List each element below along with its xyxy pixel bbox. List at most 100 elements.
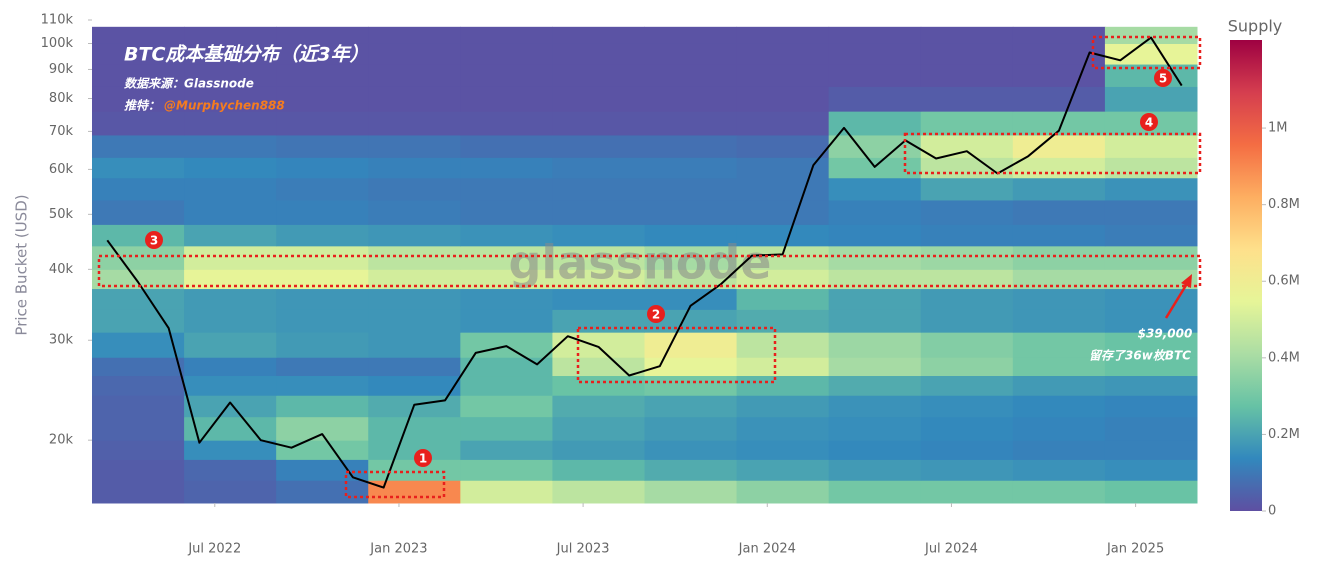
heat-cell bbox=[736, 43, 830, 65]
heat-cell bbox=[828, 459, 922, 481]
heat-cell bbox=[828, 43, 922, 65]
badge-label: 3 bbox=[150, 234, 158, 248]
heat-cell bbox=[92, 157, 185, 179]
heat-cell bbox=[184, 269, 277, 290]
badges: 1 2 3 4 5 bbox=[145, 69, 1172, 467]
badge bbox=[647, 305, 665, 323]
heat-cell bbox=[184, 26, 277, 44]
heat-cell bbox=[92, 309, 185, 333]
x-tick-label: Jan 2025 bbox=[1106, 542, 1164, 557]
y-tick-label: 60k bbox=[49, 162, 74, 177]
heat-cell bbox=[644, 269, 738, 290]
heat-cell bbox=[184, 459, 277, 481]
heat-cell bbox=[460, 43, 553, 65]
heat-cell bbox=[920, 157, 1014, 179]
heat-cell bbox=[828, 64, 922, 87]
heat-cell bbox=[92, 416, 185, 441]
heat-cell bbox=[460, 134, 553, 158]
heat-cell bbox=[552, 459, 645, 481]
axes: 20k 30k 40k 50k 60k 70k 80k 90k 100k 110k Jul 2022… bbox=[41, 13, 1165, 557]
heat-cell bbox=[276, 269, 369, 290]
heat-cell bbox=[276, 26, 369, 44]
heat-cell bbox=[1012, 224, 1106, 247]
heat-cell bbox=[1012, 86, 1106, 112]
heat-cell bbox=[644, 199, 738, 225]
heat-cell bbox=[552, 177, 645, 201]
heat-cell bbox=[460, 395, 553, 418]
box-3 bbox=[97, 254, 1202, 288]
heat-cell bbox=[460, 157, 553, 179]
heat-cell bbox=[736, 269, 830, 290]
heat-cell bbox=[92, 332, 185, 358]
heat-cell bbox=[552, 26, 645, 44]
heat-cell bbox=[276, 416, 369, 441]
heat-cell bbox=[368, 309, 461, 333]
heat-cell bbox=[1012, 43, 1106, 65]
badge bbox=[1140, 113, 1158, 131]
twitter-handle: @Murphychen888 bbox=[164, 99, 285, 113]
y-tick-label: 40k bbox=[49, 262, 74, 277]
heat-cell bbox=[184, 224, 277, 247]
heat-cell bbox=[460, 375, 553, 396]
heat-cell bbox=[368, 86, 461, 112]
colorbar-ticks: 0 0.2M 0.4M 0.6M 0.8M 1M bbox=[1262, 121, 1300, 519]
colorbar-title: Supply bbox=[1228, 17, 1283, 36]
heat-cell bbox=[552, 357, 645, 377]
heat-cell bbox=[460, 357, 553, 377]
badge bbox=[145, 231, 163, 249]
heat-cell bbox=[460, 26, 553, 44]
heat-cell bbox=[552, 134, 645, 158]
heat-cell bbox=[1104, 134, 1198, 158]
heat-cell bbox=[92, 288, 185, 310]
heat-cell bbox=[828, 357, 922, 377]
heat-cell bbox=[736, 288, 830, 310]
heat-cell bbox=[368, 459, 461, 481]
heat-cell bbox=[1012, 245, 1106, 270]
heat-cell bbox=[92, 177, 185, 201]
heat-cell bbox=[460, 224, 553, 247]
heat-cell bbox=[552, 375, 645, 396]
heat-cell bbox=[460, 64, 553, 87]
heat-cell bbox=[1104, 224, 1198, 247]
x-tick-label: Jan 2024 bbox=[738, 542, 796, 557]
heat-cell bbox=[1012, 440, 1106, 460]
heat-cell bbox=[736, 199, 830, 225]
heat-cell bbox=[1104, 245, 1198, 270]
heatmap bbox=[92, 26, 1198, 504]
heat-cell bbox=[644, 134, 738, 158]
heat-cell bbox=[1012, 309, 1106, 333]
heat-cell bbox=[1104, 480, 1198, 504]
heat-cell bbox=[552, 269, 645, 290]
heat-cell bbox=[1104, 416, 1198, 441]
heat-cell bbox=[184, 111, 277, 136]
x-tick-label: Jul 2024 bbox=[924, 542, 978, 557]
heat-cell bbox=[460, 86, 553, 112]
heat-cell bbox=[736, 375, 830, 396]
badge-label: 4 bbox=[1145, 116, 1153, 130]
heat-cell bbox=[828, 288, 922, 310]
heat-cell bbox=[184, 440, 277, 460]
heat-cell bbox=[920, 224, 1014, 247]
heat-cell bbox=[184, 288, 277, 310]
heat-cell bbox=[644, 224, 738, 247]
heat-cell bbox=[644, 309, 738, 333]
heat-cell bbox=[368, 26, 461, 44]
heat-cell bbox=[184, 357, 277, 377]
badge-label: 2 bbox=[652, 308, 660, 322]
heat-cell bbox=[736, 177, 830, 201]
heat-cell bbox=[276, 245, 369, 270]
heat-cell bbox=[1104, 309, 1198, 333]
y-tick-label: 30k bbox=[49, 333, 74, 348]
heat-cell bbox=[184, 157, 277, 179]
heat-cell bbox=[736, 459, 830, 481]
heat-cell bbox=[1104, 43, 1198, 65]
heat-cell bbox=[736, 64, 830, 87]
colorbar-tick-label: 0.6M bbox=[1268, 274, 1300, 289]
heat-cell bbox=[920, 64, 1014, 87]
heat-cell bbox=[1012, 459, 1106, 481]
heat-cell bbox=[736, 245, 830, 270]
y-tick-label: 110k bbox=[41, 13, 74, 28]
heat-cell bbox=[552, 416, 645, 441]
heat-cell bbox=[736, 111, 830, 136]
